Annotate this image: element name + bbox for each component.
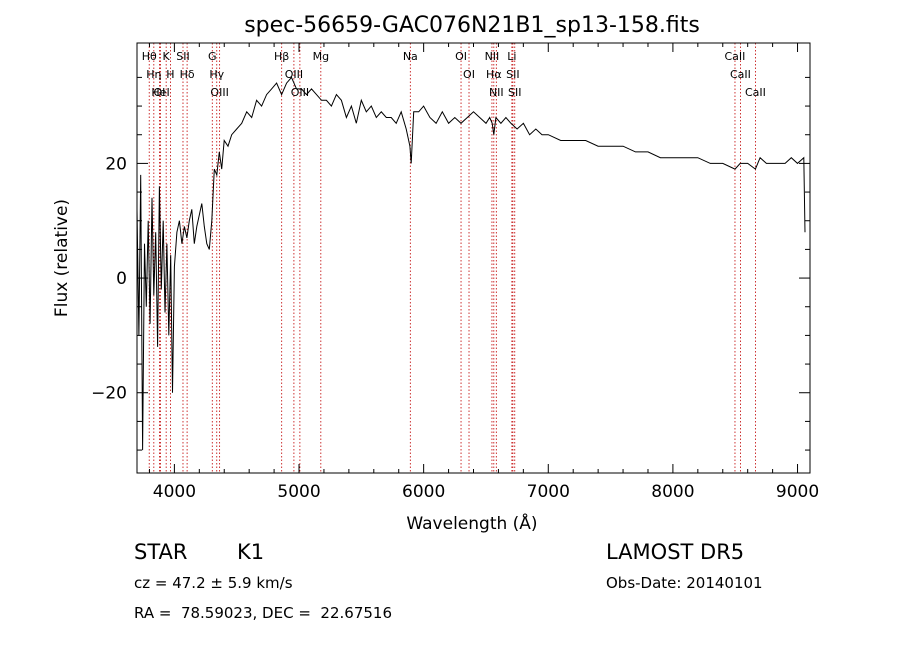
spectral-line-label: CaII — [730, 68, 751, 81]
x-tick-label: 5000 — [277, 482, 320, 502]
y-tick-label: −20 — [91, 384, 127, 404]
spectral-line-label: OI — [153, 86, 165, 99]
y-axis: −20 0 20 — [91, 76, 810, 451]
spectral-line-label: Hη — [146, 68, 161, 81]
observation-date: Obs-Date: 20140101 — [606, 574, 763, 592]
spectral-line-label: NII — [489, 86, 504, 99]
spectral-line-label: OIII — [291, 86, 309, 99]
spectral-line-label: CaII — [745, 86, 766, 99]
spectral-line-label: K — [163, 50, 171, 63]
spectrum-line — [136, 76, 806, 451]
x-tick-label: 4000 — [153, 482, 196, 502]
spectral-line-label: Na — [403, 50, 418, 63]
spectral-line-label: OI — [455, 50, 467, 63]
x-axis: 4000 5000 6000 7000 8000 9000 — [148, 43, 819, 502]
x-tick-label: 8000 — [651, 482, 694, 502]
spectral-line-label: HeI — [151, 86, 169, 99]
chart-title: spec-56659-GAC076N21B1_sp13-158.fits — [244, 13, 700, 38]
spectral-line-label: G — [208, 50, 217, 63]
redshift-velocity: cz = 47.2 ± 5.9 km/s — [134, 574, 293, 592]
spectral-line-label: SII — [506, 68, 519, 81]
spectral-line-label: OI — [463, 68, 475, 81]
spectral-line-label: OIII — [210, 86, 228, 99]
spectral-line-label: H — [166, 68, 174, 81]
sky-coordinates: RA = 78.59023, DEC = 22.67516 — [134, 604, 393, 622]
spectral-line-label: SII — [508, 86, 521, 99]
spectral-line-label: Mg — [313, 50, 329, 63]
spectral-line-label: SII — [176, 50, 189, 63]
x-axis-label: Wavelength (Å) — [406, 512, 537, 534]
spectral-line-label: CaII — [725, 50, 746, 63]
spectral-line-markers — [148, 43, 756, 473]
spectral-line-label: Hγ — [209, 68, 224, 81]
spectral-line-label: Hβ — [274, 50, 289, 63]
y-tick-label: 0 — [116, 269, 127, 289]
x-tick-label: 6000 — [402, 482, 445, 502]
object-subclass: K1 — [237, 540, 265, 564]
y-axis-label: Flux (relative) — [52, 199, 72, 317]
spectral-line-label: Hδ — [180, 68, 195, 81]
object-class: STAR — [134, 540, 188, 564]
y-tick-label: 20 — [105, 154, 127, 174]
plot-frame — [136, 42, 811, 474]
spectral-line-label: OIII — [285, 68, 303, 81]
spectral-line-label: Li — [507, 50, 516, 63]
x-tick-label: 9000 — [776, 482, 819, 502]
spectral-line-label: Hθ — [142, 50, 157, 63]
x-tick-label: 7000 — [527, 482, 570, 502]
survey-name: LAMOST DR5 — [606, 540, 745, 564]
spectral-line-label: Hα — [486, 68, 502, 81]
spectral-line-label: NII — [485, 50, 500, 63]
